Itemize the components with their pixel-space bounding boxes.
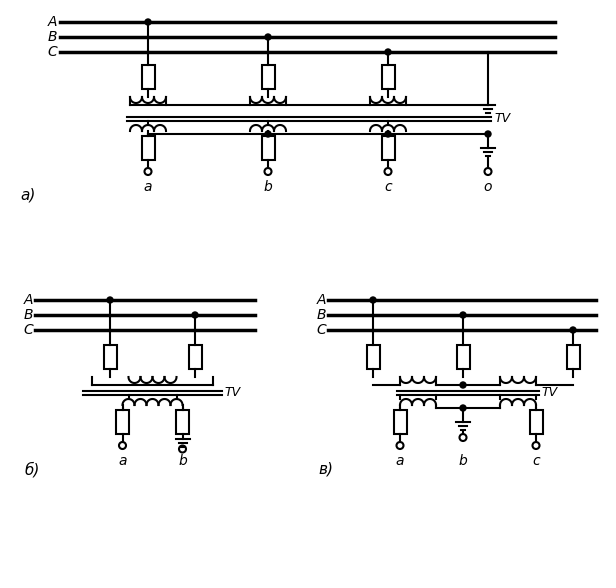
Text: A: A (317, 293, 326, 307)
Circle shape (570, 327, 576, 333)
Text: TV: TV (541, 386, 557, 399)
Circle shape (265, 34, 271, 40)
Text: b: b (264, 180, 272, 194)
Circle shape (385, 131, 391, 137)
Text: б): б) (25, 462, 41, 477)
Text: TV: TV (494, 112, 510, 125)
Circle shape (264, 168, 272, 175)
Bar (262, 136, 275, 160)
Circle shape (107, 297, 113, 303)
Text: C: C (23, 323, 33, 337)
Circle shape (460, 382, 466, 388)
Circle shape (370, 297, 376, 303)
Text: B: B (317, 308, 326, 322)
Circle shape (384, 168, 392, 175)
Circle shape (145, 168, 152, 175)
Bar (381, 136, 394, 160)
Text: C: C (316, 323, 326, 337)
Text: C: C (47, 45, 57, 59)
Text: b: b (178, 454, 187, 468)
Text: a: a (395, 454, 404, 468)
Circle shape (460, 405, 466, 411)
Bar (142, 65, 155, 89)
Text: A: A (23, 293, 33, 307)
Text: b: b (459, 454, 468, 468)
Bar (262, 65, 275, 89)
Text: A: A (47, 15, 57, 29)
Circle shape (145, 19, 151, 25)
Bar (456, 345, 469, 369)
Circle shape (485, 131, 491, 137)
Bar (176, 410, 189, 434)
Bar (381, 65, 394, 89)
Bar (188, 345, 201, 369)
Text: a: a (144, 180, 152, 194)
Text: c: c (384, 180, 392, 194)
Bar (103, 345, 116, 369)
Text: B: B (47, 30, 57, 44)
Bar (530, 410, 543, 434)
Text: a: a (118, 454, 127, 468)
Bar (116, 410, 129, 434)
Circle shape (460, 312, 466, 318)
Circle shape (460, 434, 466, 441)
Circle shape (192, 312, 198, 318)
Circle shape (119, 442, 126, 449)
Bar (567, 345, 580, 369)
Bar (142, 136, 155, 160)
Text: а): а) (20, 188, 35, 203)
Circle shape (485, 168, 492, 175)
Text: TV: TV (224, 386, 240, 399)
Circle shape (179, 446, 186, 453)
Text: B: B (23, 308, 33, 322)
Circle shape (265, 131, 271, 137)
Circle shape (532, 442, 540, 449)
Bar (367, 345, 379, 369)
Text: в): в) (318, 462, 333, 477)
Text: o: o (484, 180, 492, 194)
Bar (394, 410, 407, 434)
Text: c: c (532, 454, 540, 468)
Circle shape (397, 442, 403, 449)
Circle shape (385, 49, 391, 55)
